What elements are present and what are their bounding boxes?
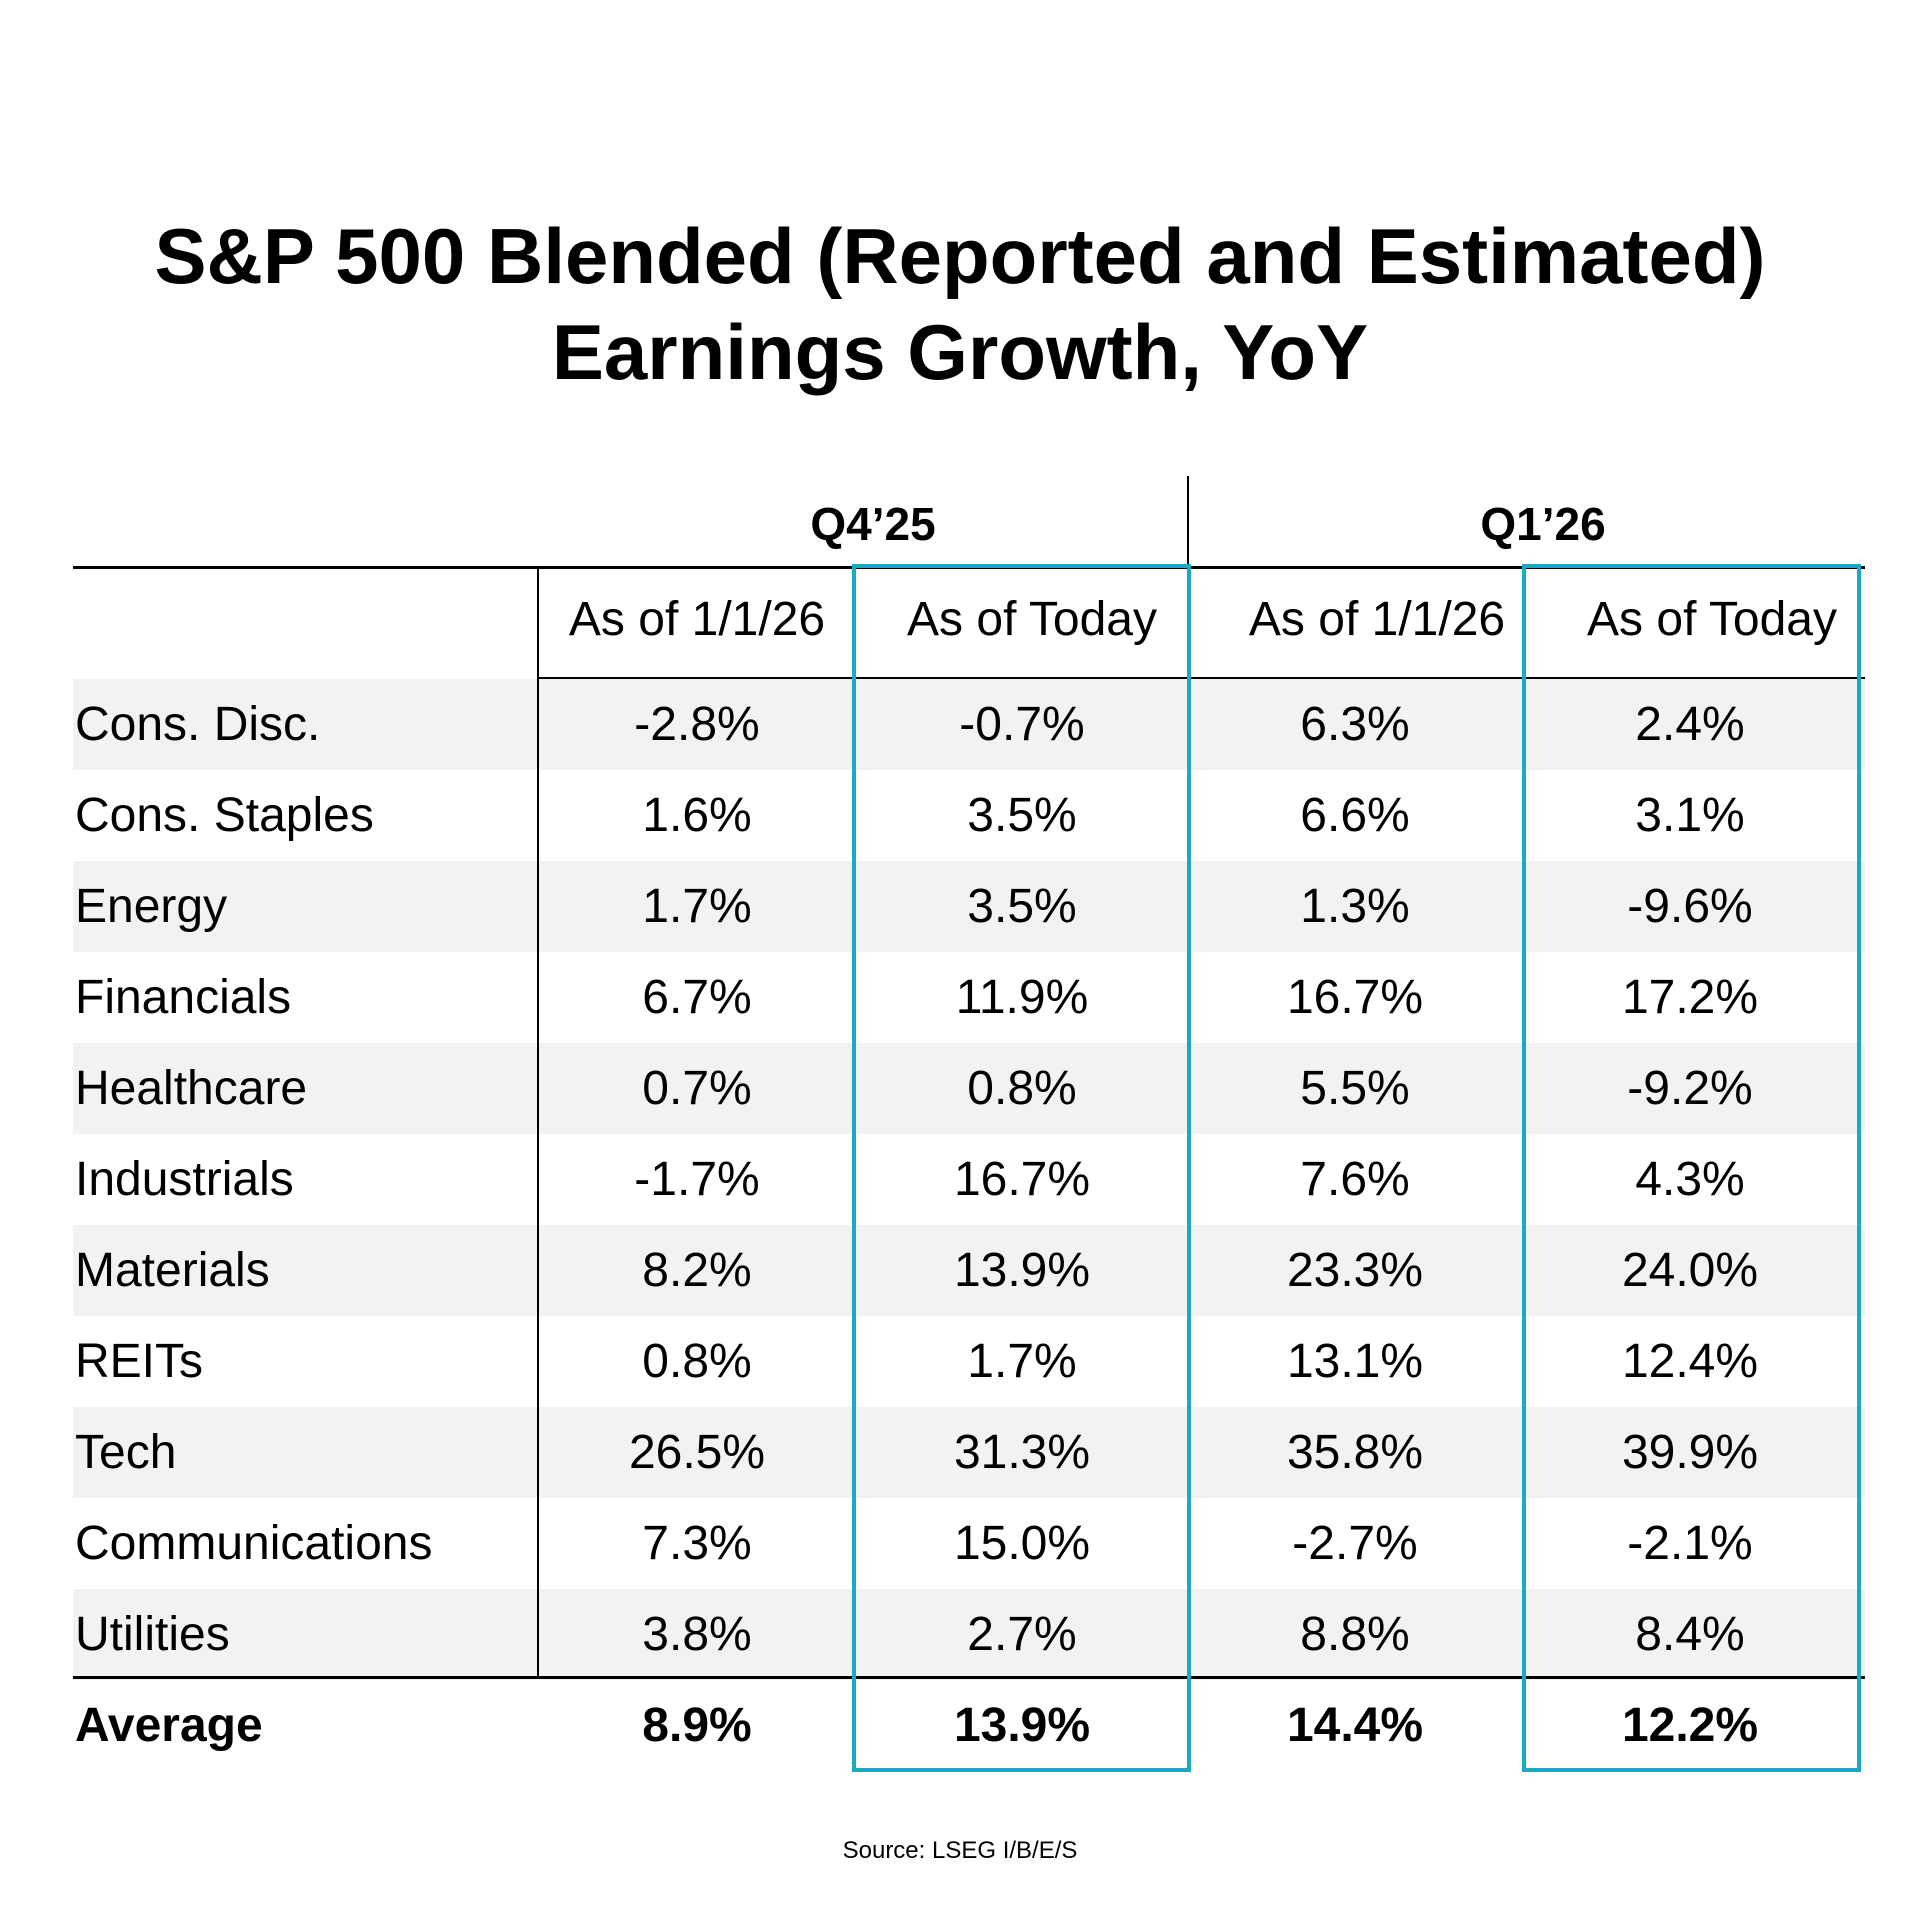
value-cell: 1.7% [642, 880, 752, 933]
average-top-rule [73, 1676, 1865, 1679]
quarter-divider-line [1187, 476, 1189, 568]
value-cell: 3.5% [967, 789, 1077, 842]
value-cell: 1.7% [967, 1335, 1077, 1388]
value-cell: 8.4% [1635, 1608, 1745, 1661]
col-header-q4-asof: As of 1/1/26 [568, 593, 826, 646]
value-cell: -0.7% [959, 698, 1085, 751]
value-cell: 24.0% [1621, 1244, 1759, 1297]
table-row: Energy 1.7% 3.5% 1.3% -9.6% [73, 861, 1865, 952]
row-label: REITs [75, 1335, 204, 1388]
value-cell: 15.0% [953, 1517, 1091, 1570]
value-cell: 0.8% [642, 1335, 752, 1388]
earnings-table: Q4’25 Q1’26 As of 1/1/26 As of Today As … [73, 0, 1865, 1920]
value-cell: 39.9% [1621, 1426, 1759, 1479]
quarter-header-q4-25: Q4’25 [810, 498, 936, 550]
value-cell: 1.3% [1300, 880, 1410, 933]
table-row: Financials 6.7% 11.9% 16.7% 17.2% [73, 952, 1865, 1043]
value-cell: 16.7% [1286, 971, 1424, 1024]
value-cell: 8.8% [1300, 1608, 1410, 1661]
value-cell: 8.2% [642, 1244, 752, 1297]
value-cell: 0.7% [642, 1062, 752, 1115]
value-cell: 3.5% [967, 880, 1077, 933]
table-row: Tech 26.5% 31.3% 35.8% 39.9% [73, 1407, 1865, 1498]
value-cell: 26.5% [628, 1426, 766, 1479]
value-cell: 17.2% [1621, 971, 1759, 1024]
row-label: Healthcare [75, 1062, 308, 1115]
value-cell: 6.3% [1300, 698, 1410, 751]
average-row: Average 8.9% 13.9% 14.4% 12.2% [73, 1680, 1865, 1771]
value-cell: 3.8% [642, 1608, 752, 1661]
average-value-cell: 12.2% [1621, 1699, 1759, 1752]
value-cell: -2.8% [634, 698, 760, 751]
value-cell: -9.6% [1627, 880, 1753, 933]
chart-title: S&P 500 Blended (Reported and Estimated)… [0, 208, 1920, 400]
chart-title-line-2: Earnings Growth, YoY [551, 308, 1369, 396]
average-label: Average [75, 1699, 263, 1752]
col-header-q1-asof: As of 1/1/26 [1248, 593, 1506, 646]
value-cell: 1.6% [642, 789, 752, 842]
row-label: Industrials [75, 1153, 294, 1206]
value-cell: 23.3% [1286, 1244, 1424, 1297]
row-label: Cons. Disc. [75, 698, 321, 751]
value-cell: 3.1% [1635, 789, 1745, 842]
value-cell: 6.6% [1300, 789, 1410, 842]
row-label: Tech [75, 1426, 177, 1479]
source-note: Source: LSEG I/B/E/S [842, 1837, 1078, 1864]
value-cell: 13.9% [953, 1244, 1091, 1297]
row-label: Energy [75, 880, 228, 933]
row-label: Cons. Staples [75, 789, 374, 842]
average-value-cell: 8.9% [642, 1699, 752, 1752]
value-cell: -9.2% [1627, 1062, 1753, 1115]
chart-title-line-1: S&P 500 Blended (Reported and Estimated) [154, 212, 1766, 300]
value-cell: -2.7% [1292, 1517, 1418, 1570]
value-cell: 2.4% [1635, 698, 1745, 751]
table-row: Cons. Disc. -2.8% -0.7% 6.3% 2.4% [73, 679, 1865, 770]
table-row: REITs 0.8% 1.7% 13.1% 12.4% [73, 1316, 1865, 1407]
value-cell: 13.1% [1286, 1335, 1424, 1388]
table-row: Materials 8.2% 13.9% 23.3% 24.0% [73, 1225, 1865, 1316]
highlight-box-q4-today [852, 564, 1191, 1772]
value-cell: 2.7% [967, 1608, 1077, 1661]
table-row: Utilities 3.8% 2.7% 8.8% 8.4% [73, 1589, 1865, 1680]
value-cell: 31.3% [953, 1426, 1091, 1479]
highlight-box-q1-today [1522, 564, 1861, 1772]
table-row: Healthcare 0.7% 0.8% 5.5% -9.2% [73, 1043, 1865, 1134]
row-label: Materials [75, 1244, 270, 1297]
value-cell: 35.8% [1286, 1426, 1424, 1479]
value-cell: 7.6% [1300, 1153, 1410, 1206]
average-value-cell: 14.4% [1286, 1699, 1424, 1752]
table-row: Cons. Staples 1.6% 3.5% 6.6% 3.1% [73, 770, 1865, 861]
quarter-header-q1-26: Q1’26 [1480, 498, 1606, 550]
label-column-divider [537, 566, 539, 1676]
value-cell: 16.7% [953, 1153, 1091, 1206]
header-bottom-rule [538, 677, 1865, 679]
value-cell: 5.5% [1300, 1062, 1410, 1115]
value-cell: -1.7% [634, 1153, 760, 1206]
value-cell: 4.3% [1635, 1153, 1745, 1206]
col-header-q1-today: As of Today [1587, 593, 1837, 646]
value-cell: 11.9% [955, 971, 1089, 1024]
value-cell: 0.8% [967, 1062, 1077, 1115]
value-cell: 7.3% [642, 1517, 752, 1570]
value-cell: -2.1% [1627, 1517, 1753, 1570]
row-label: Utilities [75, 1608, 230, 1661]
row-label: Financials [75, 971, 292, 1024]
value-cell: 12.4% [1621, 1335, 1759, 1388]
row-label: Communications [75, 1517, 433, 1570]
table-row: Industrials -1.7% 16.7% 7.6% 4.3% [73, 1134, 1865, 1225]
average-value-cell: 13.9% [953, 1699, 1091, 1752]
col-header-q4-today: As of Today [907, 593, 1157, 646]
value-cell: 6.7% [642, 971, 752, 1024]
table-row: Communications 7.3% 15.0% -2.7% -2.1% [73, 1498, 1865, 1589]
